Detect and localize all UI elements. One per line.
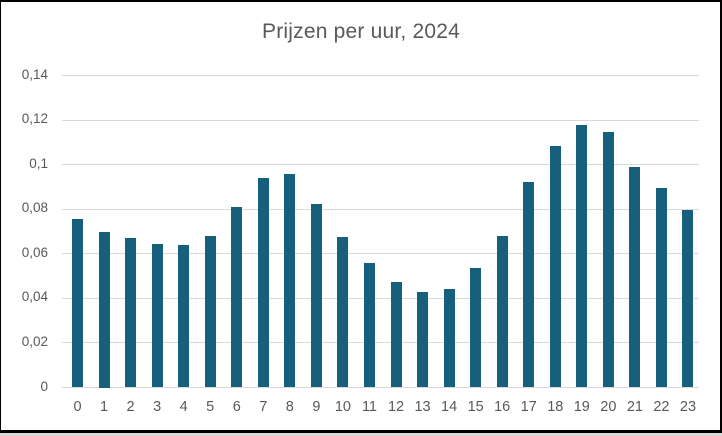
- y-tick-label: 0,02: [21, 333, 48, 349]
- bar-hour-2: [125, 237, 137, 388]
- x-tick-label: 5: [206, 399, 215, 415]
- bar-hour-0: [72, 219, 83, 388]
- bar-hour-15: [470, 268, 482, 388]
- bar-hour-4: [178, 245, 190, 388]
- bar-hour-13: [417, 292, 429, 388]
- x-tick-label: 12: [387, 399, 405, 415]
- x-tick-label: 13: [414, 399, 431, 415]
- gridline: [62, 342, 699, 344]
- bar-hour-1: [98, 231, 110, 388]
- gridline: [62, 253, 699, 255]
- x-tick-label: 0: [73, 399, 82, 415]
- gridline: [62, 164, 699, 166]
- bar-hour-7: [257, 178, 269, 388]
- gridline: [62, 297, 699, 299]
- bar-hour-11: [363, 262, 375, 388]
- bar-hour-21: [629, 166, 641, 388]
- chart-background: [1, 2, 720, 430]
- bar-hour-16: [496, 235, 508, 388]
- x-tick-label: 16: [494, 399, 511, 415]
- x-tick-label: 1: [99, 399, 109, 415]
- bar-hour-5: [204, 236, 216, 388]
- x-tick-label: 18: [547, 399, 564, 415]
- y-tick-label: 0,14: [21, 66, 48, 82]
- bar-hour-12: [390, 281, 402, 388]
- x-tick-label: 10: [334, 399, 351, 415]
- bar-hour-18: [549, 146, 561, 388]
- bottom-divider: [0, 433, 722, 436]
- y-tick-label: 0,08: [21, 200, 48, 216]
- x-tick-label: 9: [312, 399, 321, 415]
- bar-hour-3: [151, 243, 163, 388]
- x-tick-label: 22: [653, 399, 670, 415]
- bar-hour-14: [443, 289, 455, 388]
- gridline: [62, 75, 699, 76]
- x-tick-label: 2: [126, 399, 135, 415]
- y-tick-label: 0,04: [21, 289, 48, 305]
- x-tick-label: 21: [626, 399, 643, 415]
- gridline: [62, 119, 699, 121]
- gridline: [62, 387, 699, 388]
- bar-hour-8: [284, 173, 296, 388]
- x-tick-label: 8: [285, 399, 294, 415]
- x-tick-label: 15: [467, 399, 484, 415]
- bar-hour-6: [231, 207, 243, 388]
- y-tick-label: 0,06: [21, 244, 48, 260]
- bar-hour-19: [576, 124, 588, 388]
- bar-hour-20: [602, 132, 614, 388]
- x-tick-label: 7: [259, 399, 268, 415]
- bar-hour-10: [337, 236, 349, 388]
- x-tick-label: 11: [361, 399, 377, 415]
- bar-hour-9: [310, 203, 322, 388]
- bar-hour-22: [655, 188, 667, 388]
- x-tick-label: 6: [232, 399, 241, 415]
- chart-title: Prijzen per uur, 2024: [262, 20, 460, 43]
- x-tick-label: 17: [520, 399, 537, 415]
- x-tick-label: 23: [679, 399, 697, 415]
- bar-hour-17: [523, 182, 535, 388]
- bar-hour-23: [682, 210, 694, 388]
- x-tick-label: 19: [573, 399, 590, 415]
- y-tick-label: 0,1: [29, 155, 48, 171]
- x-tick-label: 20: [600, 399, 617, 415]
- x-tick-label: 3: [153, 399, 162, 415]
- y-tick-label: 0,12: [21, 111, 48, 127]
- y-tick-label: 0: [40, 378, 48, 394]
- x-tick-label: 4: [179, 399, 188, 415]
- gridline: [62, 208, 699, 210]
- x-tick-label: 14: [441, 399, 458, 415]
